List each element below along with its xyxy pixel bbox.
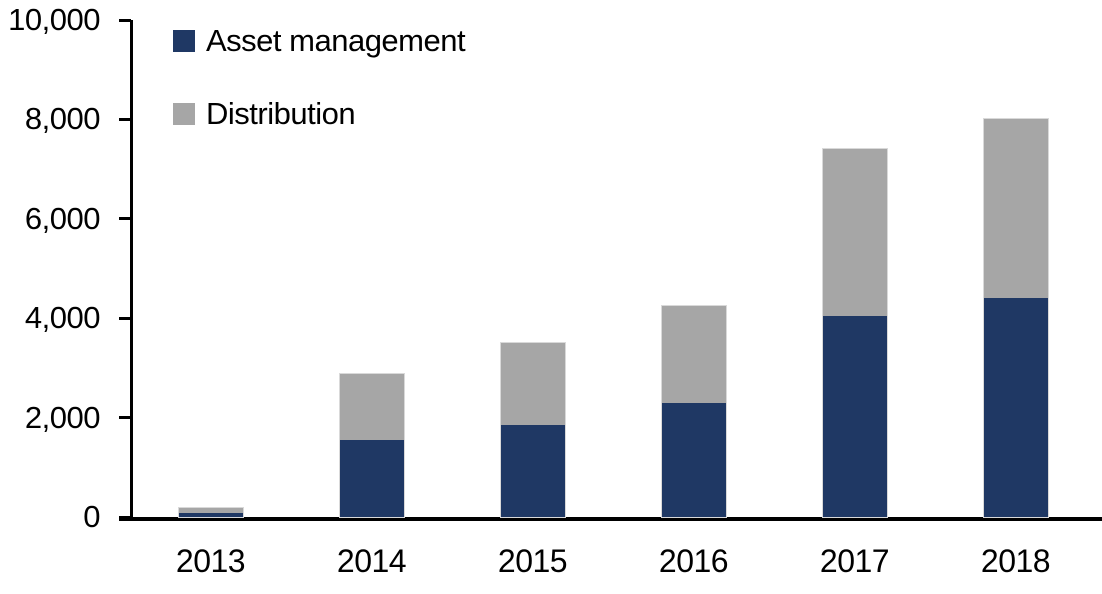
x-tick-label: 2014 xyxy=(336,543,407,579)
bar-segment-2017-distribution xyxy=(822,149,887,316)
bar-2013 xyxy=(178,508,243,517)
bar-segment-2017-asset-management xyxy=(822,315,887,517)
bar-segment-2014-distribution xyxy=(339,374,404,440)
y-tick xyxy=(119,416,131,420)
y-tick-label: 10,000 xyxy=(8,2,100,37)
legend-swatch-icon xyxy=(173,103,195,125)
y-tick-label: 6,000 xyxy=(24,200,101,236)
bar-segment-2016-distribution xyxy=(661,305,726,403)
bar-segment-2013-distribution xyxy=(178,508,243,513)
x-tick-label: 2016 xyxy=(658,543,729,579)
y-tick-label: 8,000 xyxy=(24,101,101,137)
bar-2014 xyxy=(339,374,404,517)
y-tick xyxy=(119,515,131,519)
legend-item-asset-management: Asset management xyxy=(173,23,466,58)
bar-2015 xyxy=(500,343,565,517)
bar-segment-2015-distribution xyxy=(500,343,565,426)
bar-segment-2015-asset-management xyxy=(500,425,565,517)
bar-segment-2016-asset-management xyxy=(661,402,726,517)
bar-2016 xyxy=(661,305,726,517)
legend-item-distribution: Distribution xyxy=(173,96,356,131)
y-tick-label: 0 xyxy=(83,499,100,534)
y-tick xyxy=(119,18,131,22)
bar-2017 xyxy=(822,149,887,517)
y-tick xyxy=(119,316,131,320)
bar-2018 xyxy=(983,119,1048,517)
x-tick-label: 2017 xyxy=(819,543,890,579)
y-axis-line xyxy=(130,20,133,521)
bar-segment-2018-distribution xyxy=(983,119,1048,299)
y-tick xyxy=(119,117,131,121)
bar-segment-2018-asset-management xyxy=(983,298,1048,517)
legend-label: Asset management xyxy=(206,23,466,58)
legend-label: Distribution xyxy=(206,96,356,131)
x-tick-label: 2015 xyxy=(497,543,568,579)
legend-swatch-icon xyxy=(173,30,195,52)
x-tick-label: 2013 xyxy=(175,543,246,579)
bar-segment-2014-asset-management xyxy=(339,439,404,517)
x-axis-line xyxy=(119,517,1102,521)
y-tick-label: 4,000 xyxy=(24,300,101,336)
bar-segment-2013-asset-management xyxy=(178,512,243,517)
x-tick-label: 2018 xyxy=(980,543,1051,579)
y-tick xyxy=(119,217,131,221)
y-tick-label: 2,000 xyxy=(24,399,101,435)
